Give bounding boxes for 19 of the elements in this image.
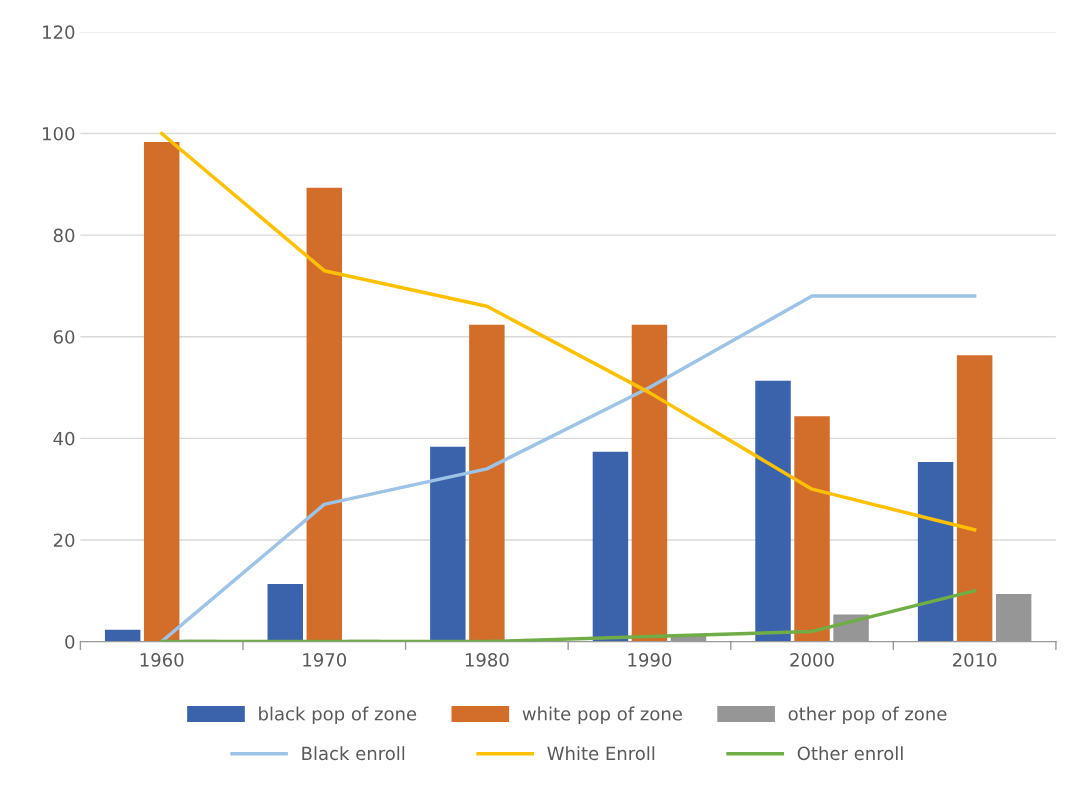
x-tick-label: 2010 [952, 653, 997, 667]
y-tick-label: 20 [53, 533, 75, 548]
legend-label: Black enroll [302, 746, 405, 761]
x-tick-label: 1990 [628, 653, 672, 667]
x-tick-label: 1970 [303, 653, 347, 667]
x-tick-label: 1960 [140, 653, 184, 667]
y-tick-label: 120 [43, 25, 75, 39]
legend-label: other pop of zone [788, 706, 947, 725]
y-tick-label: 0 [65, 635, 75, 649]
x-tick-label: 2000 [790, 653, 834, 667]
x-tick-label: 1980 [465, 653, 509, 667]
legend-label: white pop of zone [522, 706, 682, 725]
legend-label: White Enroll [547, 746, 655, 761]
y-tick-label: 40 [53, 431, 75, 446]
legend-label: black pop of zone [259, 706, 417, 725]
y-tick-label: 60 [53, 330, 75, 344]
y-tick-label: 100 [43, 126, 75, 141]
legend-label: Other enroll [797, 746, 903, 761]
y-tick-label: 80 [53, 228, 75, 243]
